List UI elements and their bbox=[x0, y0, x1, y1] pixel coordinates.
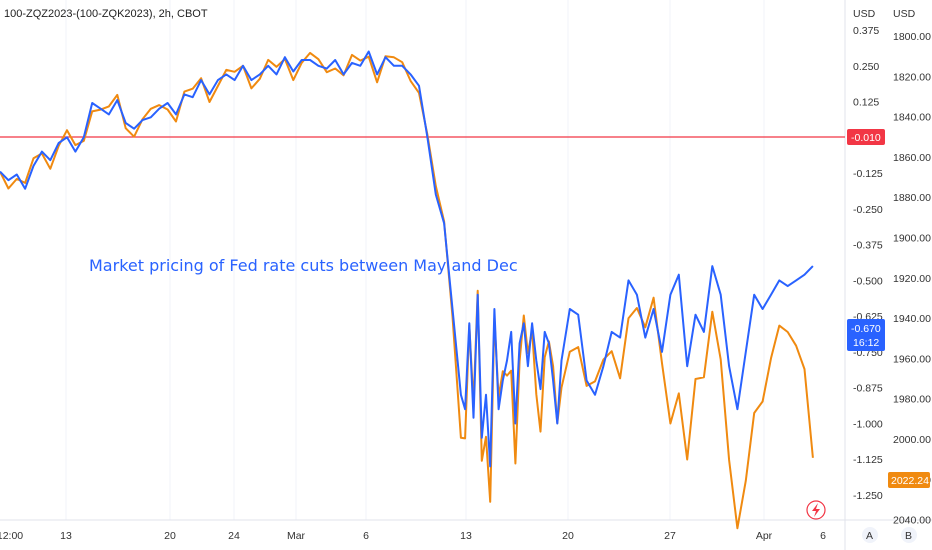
lightning-icon[interactable] bbox=[806, 500, 826, 520]
reference-line-label: -0.010 bbox=[851, 132, 881, 144]
left-tick-label: -0.250 bbox=[853, 204, 883, 216]
date-tick-label: 20 bbox=[562, 530, 574, 542]
right-axis-unit: USD bbox=[893, 8, 916, 20]
left-tick-label: -0.125 bbox=[853, 168, 883, 180]
date-tick-label: 24 bbox=[228, 530, 240, 542]
reference-line-badge: -0.010 bbox=[847, 129, 885, 145]
axis-auto-button[interactable]: A bbox=[862, 527, 878, 543]
left-axis-unit: USD bbox=[853, 8, 876, 20]
left-tick-label: -0.875 bbox=[853, 383, 883, 395]
right-tick-label: 1860.00 bbox=[893, 152, 931, 164]
left-tick-label: 0.250 bbox=[853, 61, 879, 73]
blue-last-value-badge: -0.670 16:12 bbox=[847, 319, 885, 351]
left-tick-label: 0.125 bbox=[853, 97, 879, 109]
right-tick-label: 2000.00 bbox=[893, 434, 931, 446]
left-tick-label: 0.375 bbox=[853, 25, 879, 37]
blue-series-line bbox=[0, 50, 814, 468]
blue-last-value: -0.670 bbox=[851, 323, 881, 335]
right-tick-label: 1900.00 bbox=[893, 233, 931, 245]
left-tick-label: -1.000 bbox=[853, 418, 883, 430]
date-tick-label: 20 bbox=[164, 530, 176, 542]
left-tick-label: -1.125 bbox=[853, 454, 883, 466]
right-tick-label: 1920.00 bbox=[893, 273, 931, 285]
right-tick-label: 1940.00 bbox=[893, 313, 931, 325]
axis-b-label: B bbox=[905, 530, 912, 542]
axis-b-button[interactable]: B bbox=[901, 527, 917, 543]
right-tick-label: 1820.00 bbox=[893, 71, 931, 83]
grid bbox=[65, 0, 765, 520]
date-tick-label: 27 bbox=[664, 530, 676, 542]
orange-series-line bbox=[0, 51, 814, 530]
orange-series-path bbox=[0, 51, 814, 530]
right-tick-label: 1880.00 bbox=[893, 192, 931, 204]
chart-annotation: Market pricing of Fed rate cuts between … bbox=[89, 256, 518, 275]
right-axis-ticks: 1800.00 1820.00 1840.00 1860.00 1880.00 1900.… bbox=[893, 31, 931, 527]
date-axis-ticks: 12:00 13 20 24 Mar 6 13 20 27 Apr 6 bbox=[0, 530, 826, 542]
date-tick-label: 6 bbox=[820, 530, 826, 542]
date-tick-label: 13 bbox=[60, 530, 72, 542]
right-tick-label: 2040.00 bbox=[893, 515, 931, 527]
orange-last-value: 2022.24 bbox=[891, 475, 929, 487]
date-tick-label: Mar bbox=[287, 530, 306, 542]
left-tick-label: -0.500 bbox=[853, 275, 883, 287]
right-tick-label: 1960.00 bbox=[893, 353, 931, 365]
date-tick-label: 6 bbox=[363, 530, 369, 542]
blue-countdown: 16:12 bbox=[853, 337, 879, 349]
right-tick-label: 1840.00 bbox=[893, 112, 931, 124]
blue-series-path bbox=[0, 50, 814, 468]
left-tick-label: -0.375 bbox=[853, 240, 883, 252]
date-tick-label: Apr bbox=[756, 530, 773, 542]
date-tick-label: 12:00 bbox=[0, 530, 23, 542]
axis-auto-label: A bbox=[866, 530, 873, 542]
symbol-title: 100-ZQZ2023-(100-ZQK2023), 2h, CBOT bbox=[4, 8, 208, 20]
date-tick-label: 13 bbox=[460, 530, 472, 542]
left-tick-label: -1.250 bbox=[853, 490, 883, 502]
left-axis-ticks: 0.375 0.250 0.125 -0.125 -0.250 -0.375 -0.500 -… bbox=[853, 25, 883, 502]
orange-last-value-badge: 2022.24 bbox=[888, 472, 930, 488]
right-tick-label: 1800.00 bbox=[893, 31, 931, 43]
right-tick-label: 1980.00 bbox=[893, 394, 931, 406]
